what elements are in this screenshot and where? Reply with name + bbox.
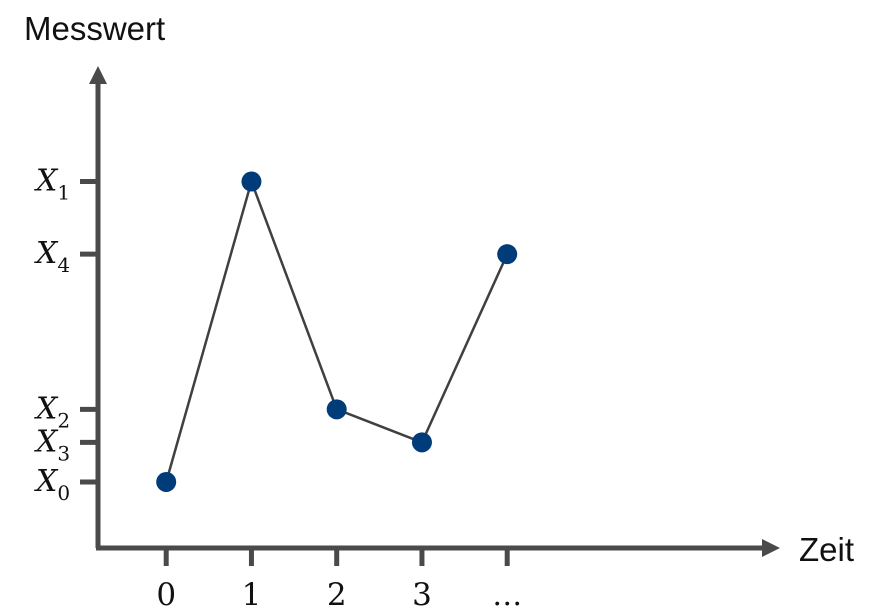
x-tick-label: 1 [242, 577, 262, 611]
series-markers [156, 171, 518, 492]
y-tick-label: X1 [34, 164, 70, 205]
y-tick-label: X0 [34, 464, 70, 505]
data-point [411, 432, 432, 453]
x-tick-label: 0 [156, 577, 176, 611]
series-polyline [164, 177, 509, 483]
x-tick-label: 2 [327, 577, 347, 611]
y-tick-label: X4 [34, 236, 70, 277]
y-tick-label: X3 [34, 424, 70, 465]
x-axis-label: Zeit [799, 531, 854, 568]
data-point [241, 171, 262, 192]
data-point [326, 399, 347, 420]
x-axis-arrowhead [762, 539, 780, 557]
y-axis-label: Messwert [24, 10, 165, 47]
x-tick-label: … [492, 578, 522, 611]
x-ticks: 0 1 2 3 … [156, 548, 522, 611]
data-point [156, 471, 177, 492]
series-line [164, 177, 509, 483]
y-axis-arrowhead [89, 66, 107, 84]
data-point [497, 244, 518, 265]
x-tick-label: 3 [412, 577, 432, 611]
y-tick-label: X2 [34, 391, 70, 432]
